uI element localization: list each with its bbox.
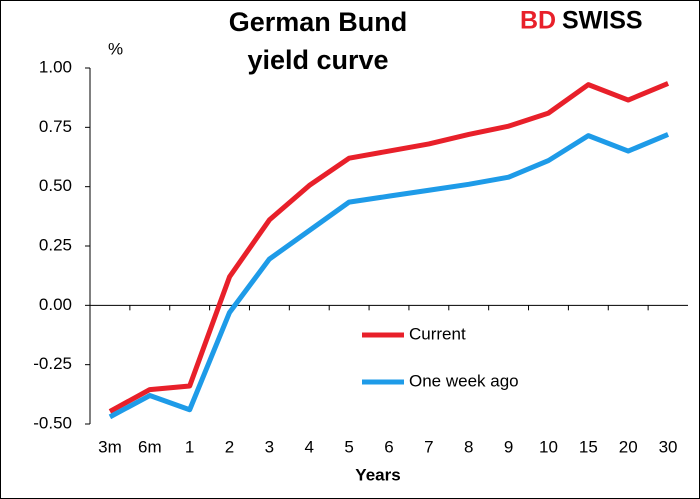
y-tick-label: 0.00 bbox=[39, 295, 72, 314]
x-tick-label: 2 bbox=[225, 437, 234, 456]
y-unit: % bbox=[108, 39, 123, 58]
x-tick-label: 5 bbox=[344, 437, 353, 456]
series-line bbox=[108, 81, 670, 414]
x-tick-label: 3m bbox=[98, 437, 122, 456]
chart-title: German Bund bbox=[229, 7, 408, 37]
legend-label: Current bbox=[409, 324, 466, 343]
x-tick-label: 10 bbox=[539, 437, 558, 456]
y-tick-label: 0.25 bbox=[39, 235, 72, 254]
x-tick-label: 20 bbox=[619, 437, 638, 456]
series-line bbox=[108, 132, 670, 420]
x-tick-label: 7 bbox=[424, 437, 433, 456]
chart-title: yield curve bbox=[247, 45, 388, 75]
x-tick-label: 6 bbox=[384, 437, 393, 456]
x-tick-label: 15 bbox=[579, 437, 598, 456]
x-tick-label: 9 bbox=[504, 437, 513, 456]
y-tick-label: -0.50 bbox=[33, 413, 72, 432]
x-axis-title: Years bbox=[355, 465, 400, 484]
x-tick-label: 3 bbox=[265, 437, 274, 456]
brand-logo: SWISS bbox=[562, 7, 643, 35]
brand-logo: BD bbox=[520, 7, 556, 35]
y-tick-label: 0.50 bbox=[39, 176, 72, 195]
y-tick-label: -0.25 bbox=[33, 354, 72, 373]
x-tick-label: 4 bbox=[305, 437, 314, 456]
x-tick-label: 6m bbox=[138, 437, 162, 456]
x-tick-label: 1 bbox=[185, 437, 194, 456]
y-tick-label: 1.00 bbox=[39, 57, 72, 76]
x-tick-label: 8 bbox=[464, 437, 473, 456]
legend-label: One week ago bbox=[409, 371, 519, 390]
x-tick-label: 30 bbox=[659, 437, 678, 456]
y-tick-label: 0.75 bbox=[39, 117, 72, 136]
